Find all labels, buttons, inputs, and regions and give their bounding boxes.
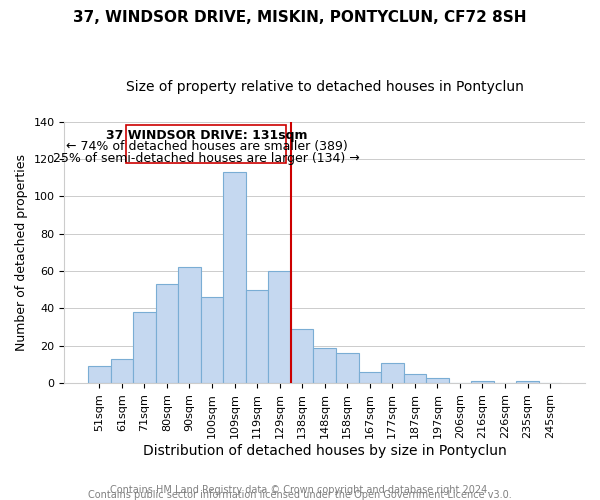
- Text: 37, WINDSOR DRIVE, MISKIN, PONTYCLUN, CF72 8SH: 37, WINDSOR DRIVE, MISKIN, PONTYCLUN, CF…: [73, 10, 527, 25]
- Text: Contains public sector information licensed under the Open Government Licence v3: Contains public sector information licen…: [88, 490, 512, 500]
- Bar: [268, 271, 291, 383]
- Text: 37 WINDSOR DRIVE: 131sqm: 37 WINDSOR DRIVE: 131sqm: [106, 129, 307, 142]
- Bar: [516, 382, 539, 383]
- Bar: [201, 297, 223, 383]
- Bar: [291, 329, 313, 383]
- Bar: [155, 284, 178, 383]
- Text: 25% of semi-detached houses are larger (134) →: 25% of semi-detached houses are larger (…: [53, 152, 360, 166]
- Title: Size of property relative to detached houses in Pontyclun: Size of property relative to detached ho…: [126, 80, 524, 94]
- Text: Contains HM Land Registry data © Crown copyright and database right 2024.: Contains HM Land Registry data © Crown c…: [110, 485, 490, 495]
- Bar: [381, 362, 404, 383]
- Text: ← 74% of detached houses are smaller (389): ← 74% of detached houses are smaller (38…: [65, 140, 347, 153]
- Bar: [471, 382, 494, 383]
- Bar: [359, 372, 381, 383]
- Bar: [404, 374, 426, 383]
- Bar: [313, 348, 336, 383]
- Bar: [336, 354, 359, 383]
- Bar: [246, 290, 268, 383]
- Y-axis label: Number of detached properties: Number of detached properties: [15, 154, 28, 351]
- Bar: [110, 359, 133, 383]
- Bar: [88, 366, 110, 383]
- Bar: [178, 268, 201, 383]
- X-axis label: Distribution of detached houses by size in Pontyclun: Distribution of detached houses by size …: [143, 444, 506, 458]
- Bar: [223, 172, 246, 383]
- FancyBboxPatch shape: [127, 126, 286, 162]
- Bar: [426, 378, 449, 383]
- Bar: [133, 312, 155, 383]
